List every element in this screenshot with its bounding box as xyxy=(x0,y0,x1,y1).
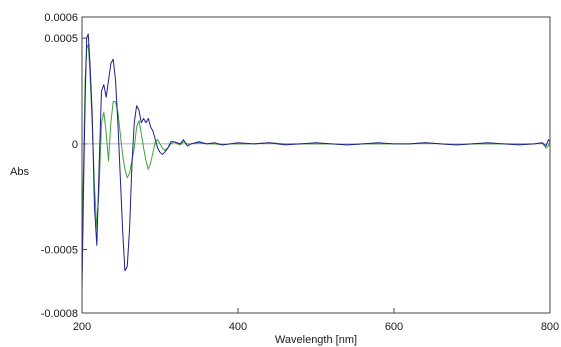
plot-background xyxy=(82,17,550,313)
plot-frame xyxy=(81,16,551,314)
series-line xyxy=(81,33,551,292)
x-tick-label: 800 xyxy=(541,321,559,333)
series-layer xyxy=(81,33,551,292)
x-tick-label: 200 xyxy=(73,321,91,333)
x-axis-ticks: 200 400 600 800 xyxy=(73,308,559,333)
y-tick-label: 0 xyxy=(72,139,78,151)
x-axis-title: Wavelength [nm] xyxy=(275,334,357,346)
y-axis-title: Abs xyxy=(10,166,29,178)
y-tick-label: -0.0008 xyxy=(41,308,78,320)
y-axis-ticks: 0.0006 0.0005 0 -0.0005 -0.0008 xyxy=(41,12,87,320)
x-tick-label: 600 xyxy=(385,321,403,333)
y-tick-label: 0.0006 xyxy=(44,12,78,24)
x-tick-label: 400 xyxy=(229,321,247,333)
y-tick-label: 0.0005 xyxy=(44,33,78,45)
y-tick-label: -0.0005 xyxy=(41,245,78,257)
